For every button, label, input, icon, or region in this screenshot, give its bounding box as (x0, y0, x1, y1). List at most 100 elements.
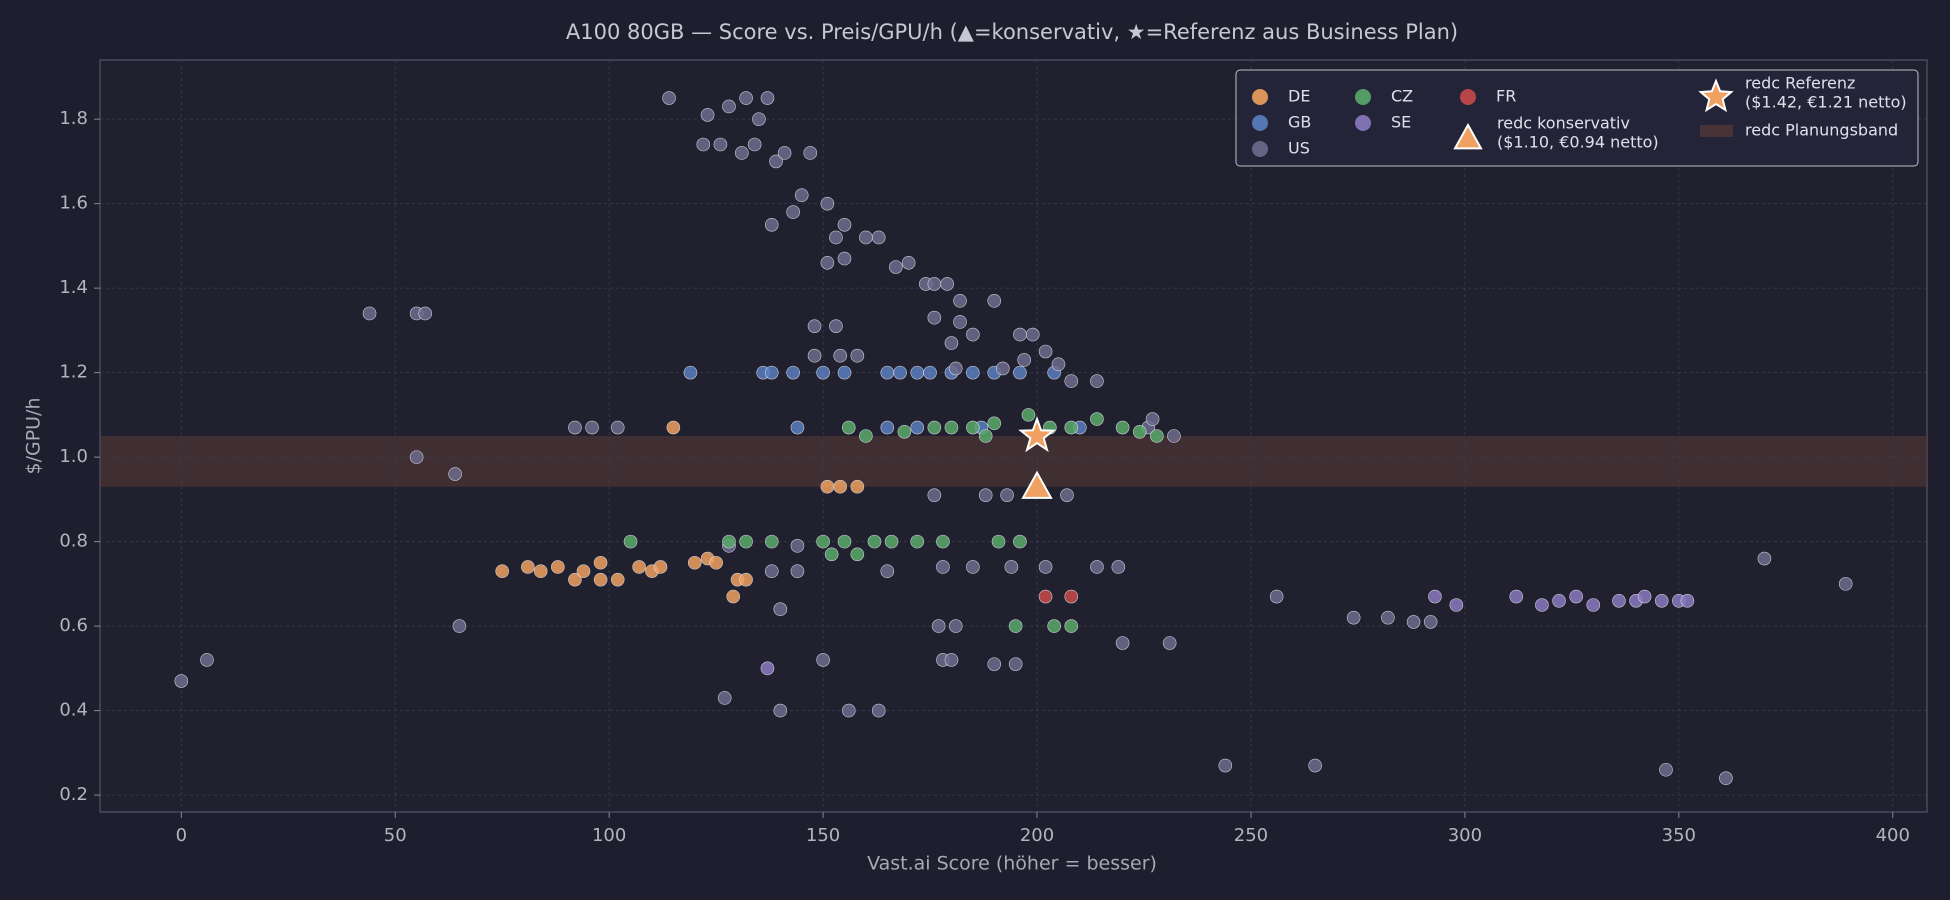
data-point (871, 230, 886, 245)
x-tick-label: 100 (592, 825, 626, 846)
y-axis-label: $/GPU/h (23, 397, 45, 474)
y-tick-label: 1.8 (59, 108, 88, 129)
data-point (1167, 429, 1181, 443)
data-point (880, 564, 895, 578)
data-point (1637, 589, 1652, 604)
data-point (889, 260, 903, 274)
data-point (632, 560, 646, 574)
legend-box (1235, 69, 1919, 167)
data-point (747, 137, 762, 152)
data-point (1038, 589, 1053, 604)
data-point (418, 306, 432, 321)
data-point (1013, 327, 1027, 342)
data-point (1132, 424, 1147, 439)
data-point (824, 547, 839, 562)
data-point (1719, 771, 1733, 786)
data-point (696, 137, 711, 152)
data-point (996, 361, 1010, 376)
data-point (850, 547, 865, 562)
data-point (829, 319, 843, 333)
data-point (1060, 488, 1074, 502)
data-point (1064, 619, 1079, 633)
legend-swatch (1252, 141, 1268, 157)
data-point (1509, 589, 1524, 604)
data-point (1659, 762, 1673, 777)
data-point (739, 534, 753, 549)
data-point (1013, 365, 1027, 380)
data-point (533, 564, 548, 578)
y-tick-label: 1.4 (59, 277, 88, 298)
data-point (666, 420, 681, 435)
x-tick-label: 350 (1662, 825, 1696, 846)
legend-label: redc konservativ (1497, 114, 1630, 133)
data-point (987, 657, 1002, 671)
data-point (786, 205, 800, 219)
data-point (585, 420, 599, 435)
data-point (1535, 598, 1549, 612)
data-point (1047, 619, 1061, 633)
data-point (807, 319, 822, 333)
data-point (893, 365, 907, 380)
data-point (1025, 327, 1040, 342)
legend: DE GB US CZ SE FR redc konservativ($1.10, €0.9… (1235, 69, 1919, 167)
data-point (948, 619, 963, 633)
data-point (850, 348, 865, 363)
x-tick-label: 300 (1448, 825, 1482, 846)
data-point (978, 429, 993, 443)
data-point (1449, 598, 1464, 612)
data-point (1586, 598, 1601, 612)
x-tick-label: 400 (1876, 825, 1910, 846)
data-point (816, 365, 830, 380)
data-point (944, 336, 959, 350)
data-point (683, 365, 698, 380)
data-point (362, 306, 377, 321)
data-point (1021, 408, 1036, 422)
data-point (1013, 534, 1027, 549)
data-point (884, 534, 899, 549)
data-point (1038, 344, 1053, 359)
data-point (786, 365, 800, 380)
legend-label: redc Planungsband (1745, 121, 1898, 140)
data-point (448, 467, 462, 481)
data-point (1381, 610, 1395, 625)
data-point (700, 108, 715, 122)
legend-label: ($1.42, €1.21 netto) (1745, 93, 1907, 112)
data-point (829, 230, 843, 245)
legend-swatch (1460, 89, 1476, 105)
data-point (551, 560, 565, 574)
data-point (777, 146, 792, 160)
data-point (966, 365, 980, 380)
data-point (953, 294, 967, 308)
data-point (1838, 577, 1853, 591)
data-point (1111, 560, 1126, 574)
legend-swatch (1252, 115, 1268, 131)
data-point (726, 589, 741, 604)
data-point (1090, 374, 1104, 388)
data-point (1423, 615, 1438, 629)
legend-swatch (1700, 125, 1733, 137)
data-point (820, 255, 835, 270)
data-point (910, 420, 925, 435)
data-point (593, 555, 608, 570)
data-point (764, 217, 779, 232)
data-point (1008, 657, 1023, 671)
planning-band (100, 436, 1927, 487)
data-point (1757, 551, 1772, 566)
legend-label: DE (1288, 87, 1310, 106)
legend-label: ($1.10, €0.94 netto) (1497, 133, 1659, 152)
data-point (966, 327, 980, 342)
data-point (610, 420, 625, 435)
data-point (452, 619, 467, 633)
data-point (662, 91, 676, 105)
data-point (816, 653, 830, 667)
data-point (927, 488, 942, 502)
data-point (871, 703, 886, 718)
data-point (769, 154, 783, 169)
data-point (764, 534, 779, 549)
data-point (867, 534, 882, 549)
data-point (409, 450, 424, 464)
y-tick-label: 0.6 (59, 615, 88, 636)
data-point (1008, 619, 1023, 633)
y-tick-label: 0.2 (59, 784, 88, 805)
data-point (880, 420, 895, 435)
